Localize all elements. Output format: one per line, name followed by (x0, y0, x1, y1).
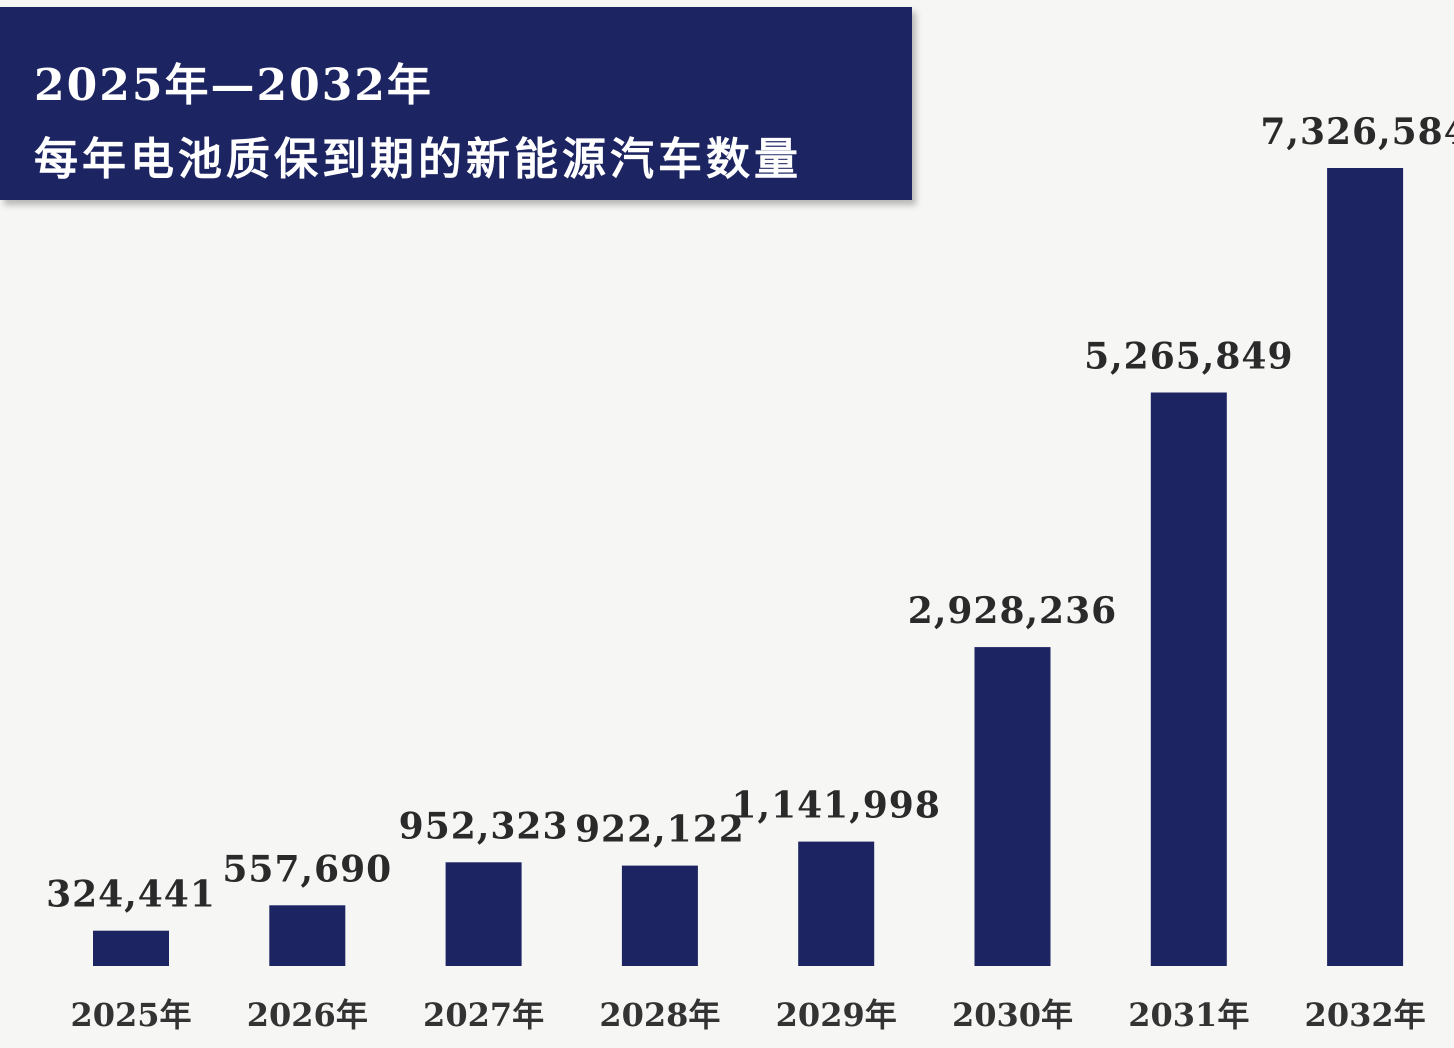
value-label-7: 7,326,584 (1260, 111, 1454, 153)
value-label-2: 952,323 (399, 805, 569, 847)
bar-4 (798, 841, 875, 966)
category-label-4: 2029年 (776, 996, 897, 1034)
category-label-7: 2032年 (1305, 996, 1426, 1034)
category-label-0: 2025年 (70, 996, 191, 1034)
bar-7 (1327, 168, 1404, 966)
category-label-2: 2027年 (423, 996, 544, 1034)
bar-3 (621, 865, 698, 966)
title-banner: 2025年—2032年 每年电池质保到期的新能源汽车数量 (0, 7, 912, 200)
value-label-1: 557,690 (222, 848, 392, 890)
bar-0 (93, 930, 169, 966)
bar-1 (269, 905, 346, 966)
bar-5 (974, 647, 1051, 966)
value-label-3: 922,122 (575, 809, 745, 851)
category-label-1: 2026年 (247, 996, 368, 1034)
chart-subtitle: 每年电池质保到期的新能源汽车数量 (34, 134, 802, 185)
chart-title: 2025年—2032年 (34, 60, 433, 111)
value-label-5: 2,928,236 (908, 590, 1117, 632)
category-label-3: 2028年 (599, 996, 720, 1034)
category-label-5: 2030年 (952, 996, 1073, 1034)
value-label-6: 5,265,849 (1084, 336, 1293, 378)
bar-2 (445, 862, 522, 966)
bar-6 (1150, 392, 1227, 966)
value-label-0: 324,441 (46, 874, 216, 916)
value-label-4: 1,141,998 (731, 785, 940, 827)
category-label-6: 2031年 (1128, 996, 1249, 1034)
